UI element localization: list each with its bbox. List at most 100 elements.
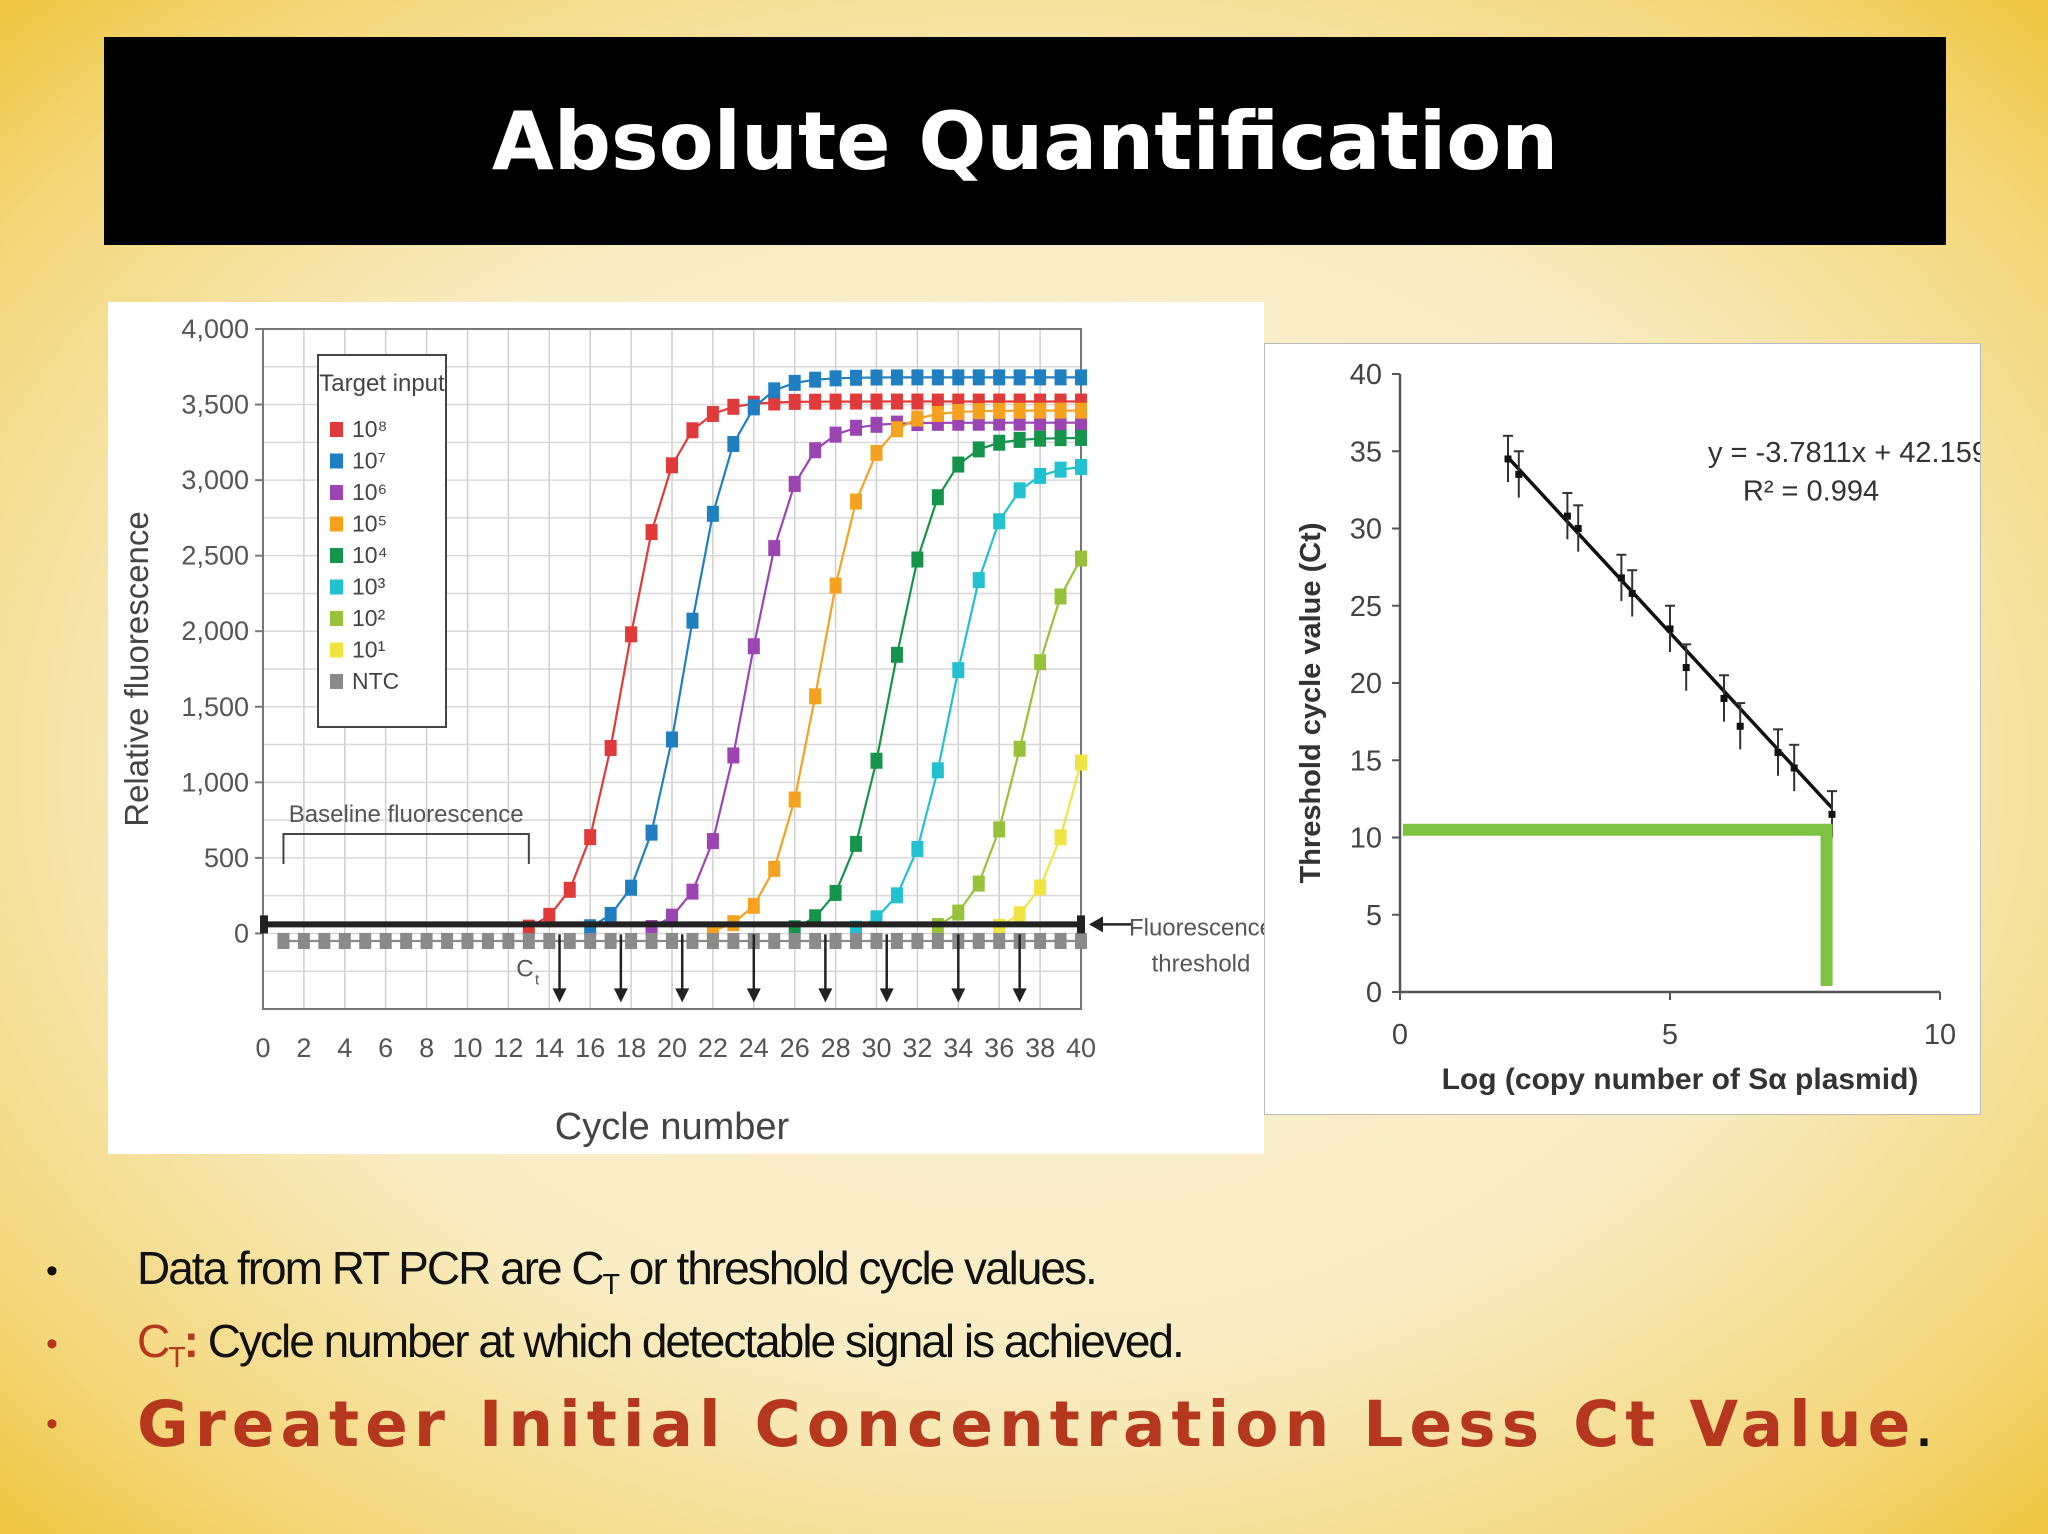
x-tick-label: 40 bbox=[1066, 1033, 1096, 1063]
data-point bbox=[727, 933, 740, 949]
data-point bbox=[666, 908, 678, 925]
data-point bbox=[972, 572, 985, 589]
data-point bbox=[931, 762, 944, 779]
data-point bbox=[1075, 402, 1087, 419]
ct-arrowhead bbox=[1012, 988, 1027, 1003]
data-point bbox=[768, 394, 781, 411]
x-tick-label: 14 bbox=[534, 1033, 564, 1063]
data-point bbox=[522, 933, 535, 949]
x-tick-label: 20 bbox=[657, 1033, 687, 1063]
data-point bbox=[706, 833, 719, 850]
x-tick-label: 0 bbox=[255, 1033, 270, 1063]
data-point bbox=[890, 933, 903, 949]
data-point bbox=[1034, 369, 1047, 386]
data-point bbox=[931, 933, 944, 949]
data-point bbox=[829, 933, 842, 949]
series-line bbox=[794, 436, 1082, 930]
ct-arrowhead bbox=[951, 988, 966, 1003]
amplification-plot-panel: 0 2 4 6 8 10 12 14 16 18 20 22 24 26 28 30 32 34 36 38 40 0 50… bbox=[108, 302, 1273, 1154]
x-tick-label: 16 bbox=[575, 1033, 605, 1063]
data-point bbox=[768, 382, 781, 399]
data-point bbox=[727, 747, 740, 764]
data-point bbox=[666, 933, 678, 949]
data-point bbox=[890, 393, 903, 410]
x-tick-label: 34 bbox=[943, 1033, 973, 1063]
series-10⁴ bbox=[788, 429, 1087, 937]
data-point bbox=[1075, 458, 1087, 475]
legend-entry: 10⁵ bbox=[352, 511, 387, 537]
data-point bbox=[993, 369, 1006, 386]
data-point bbox=[400, 933, 413, 949]
data-point bbox=[829, 884, 842, 901]
data-point bbox=[584, 933, 597, 949]
data-point bbox=[1034, 467, 1047, 484]
data-point bbox=[870, 752, 883, 769]
y-tick-label: 5 bbox=[1366, 900, 1382, 932]
data-point bbox=[604, 739, 617, 756]
data-point bbox=[686, 883, 699, 900]
bullet-text: Data from RT PCR are CT or threshold cyc… bbox=[137, 1241, 1098, 1302]
data-point bbox=[625, 879, 638, 896]
data-point bbox=[1075, 414, 1087, 431]
data-point bbox=[481, 933, 494, 949]
data-point bbox=[1075, 429, 1087, 446]
data-point bbox=[890, 421, 903, 438]
data-point bbox=[1682, 664, 1690, 672]
data-point bbox=[1075, 369, 1087, 386]
x-tick-label: 36 bbox=[984, 1033, 1014, 1063]
ct-label: C bbox=[516, 955, 533, 982]
data-point bbox=[625, 626, 638, 643]
data-point bbox=[1075, 754, 1087, 771]
data-point bbox=[1013, 740, 1026, 757]
x-tick-label: 24 bbox=[739, 1033, 769, 1063]
data-point bbox=[993, 933, 1006, 949]
data-point bbox=[809, 393, 822, 410]
data-point bbox=[1034, 414, 1047, 431]
data-point bbox=[993, 402, 1006, 419]
series-line bbox=[712, 409, 1081, 932]
data-point bbox=[1013, 369, 1026, 386]
legend-entry: 10¹ bbox=[352, 637, 386, 663]
data-point bbox=[829, 393, 842, 410]
data-point bbox=[829, 370, 842, 387]
bullet-text: Greater Initial Concentration Less Ct Va… bbox=[137, 1387, 1938, 1461]
data-point bbox=[359, 933, 372, 949]
legend-entry: NTC bbox=[352, 668, 399, 694]
legend-entry: 10⁷ bbox=[352, 448, 386, 474]
data-point bbox=[1054, 414, 1067, 431]
data-point bbox=[809, 371, 822, 388]
legend-swatch bbox=[330, 485, 343, 500]
data-point bbox=[952, 404, 965, 421]
x-tick-label: 18 bbox=[616, 1033, 646, 1063]
highlight-lines bbox=[1403, 823, 1833, 986]
series-10⁵ bbox=[706, 402, 1087, 939]
ct-arrowhead bbox=[818, 988, 833, 1003]
y-axis-label: Relative fluorescence bbox=[118, 511, 155, 827]
data-point bbox=[931, 393, 944, 410]
data-point bbox=[747, 399, 760, 416]
data-point bbox=[461, 933, 474, 949]
legend-swatch bbox=[330, 453, 343, 469]
y-tick-label: 4,000 bbox=[181, 314, 249, 344]
data-point bbox=[1054, 369, 1067, 386]
y-tick-label: 30 bbox=[1350, 514, 1382, 546]
data-point bbox=[338, 933, 351, 949]
legend-swatch bbox=[330, 516, 343, 532]
ct-arrowhead bbox=[746, 988, 761, 1003]
bullet-3: • Greater Initial Concentration Less Ct … bbox=[40, 1381, 2000, 1467]
bullet-dot: • bbox=[46, 1325, 58, 1363]
bullet-text: CT: Cycle number at which detectable sig… bbox=[137, 1314, 1185, 1375]
data-point bbox=[727, 398, 740, 415]
y-tick-label: 10 bbox=[1350, 823, 1382, 855]
amplification-plot: 0 2 4 6 8 10 12 14 16 18 20 22 24 26 28 30 32 34 36 38 40050… bbox=[118, 314, 1273, 1148]
data-point bbox=[1054, 430, 1067, 447]
data-point bbox=[1075, 550, 1087, 567]
data-point bbox=[1617, 574, 1625, 582]
data-point bbox=[972, 403, 985, 420]
data-point bbox=[788, 374, 801, 391]
data-point bbox=[829, 426, 842, 443]
data-point bbox=[502, 933, 515, 949]
x-tick-label: 6 bbox=[378, 1033, 393, 1063]
data-point bbox=[277, 933, 290, 949]
